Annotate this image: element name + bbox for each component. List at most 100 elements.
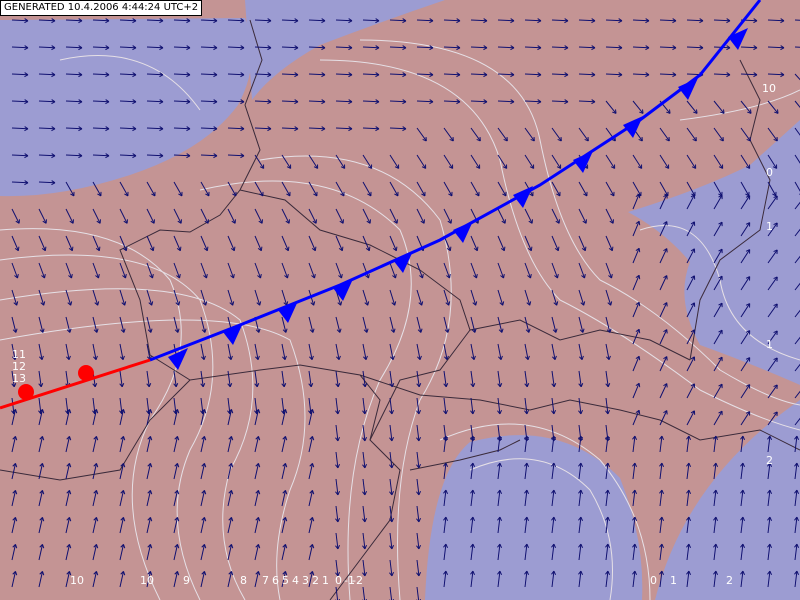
arrow-shaft — [65, 490, 70, 507]
arrow-head — [121, 301, 127, 306]
arrow-head — [120, 463, 126, 468]
arrow-head — [745, 357, 751, 362]
wind-arrow — [200, 343, 206, 361]
arrow-head — [510, 45, 515, 51]
arrow-head — [582, 219, 587, 224]
wind-arrow — [497, 462, 503, 480]
arrow-head — [201, 517, 207, 522]
arrow-head — [418, 301, 424, 306]
wind-arrow — [578, 489, 584, 507]
arrow-shaft — [308, 343, 313, 360]
wind-arrow — [281, 208, 290, 224]
wind-arrow — [443, 343, 449, 361]
arrow-shaft — [200, 46, 218, 49]
wind-arrow — [281, 235, 290, 252]
arrow-head — [690, 275, 696, 280]
arrow-head — [446, 273, 451, 279]
arrow-head — [40, 301, 46, 306]
contour-label: 1 — [766, 220, 773, 233]
wind-arrow — [713, 410, 723, 426]
arrow-head — [502, 191, 507, 197]
arrow-head — [15, 219, 20, 224]
arrow-shaft — [713, 329, 723, 345]
wind-arrow — [605, 462, 611, 480]
arrow-shaft — [362, 127, 380, 130]
arrow-head — [663, 221, 668, 226]
arrow-shaft — [335, 100, 353, 103]
wind-arrow — [362, 532, 368, 550]
wind-arrow — [443, 489, 449, 507]
arrow-head — [201, 571, 207, 576]
contour-label: 13 — [12, 372, 26, 385]
arrow-head — [348, 18, 353, 24]
arrow-shaft — [713, 127, 724, 142]
arrow-shaft — [254, 436, 259, 453]
arrow-head — [173, 382, 179, 388]
arrow-shaft — [335, 46, 353, 49]
arrow-head — [444, 328, 450, 333]
arrow-head — [525, 328, 531, 333]
arrow-head — [578, 462, 584, 467]
arrow-shaft — [173, 181, 183, 197]
wind-arrow — [38, 343, 44, 361]
arrow-shaft — [497, 571, 501, 588]
arrow-head — [93, 328, 99, 333]
wind-arrow — [173, 45, 191, 51]
arrow-head — [51, 153, 56, 159]
front-symbol — [513, 186, 533, 208]
arrow-head — [24, 180, 29, 186]
wind-arrow — [38, 316, 45, 333]
wind-arrow — [254, 18, 272, 24]
arrow-shaft — [200, 343, 205, 360]
arrow-shaft — [551, 262, 559, 279]
arrow-head — [267, 126, 272, 132]
wind-arrow — [38, 544, 45, 561]
arrow-shaft — [308, 154, 319, 169]
arrow-shaft — [740, 544, 744, 561]
arrow-shaft — [497, 370, 501, 387]
arrow-head — [551, 382, 557, 388]
arrow-head — [105, 72, 110, 78]
arrow-head — [201, 328, 207, 333]
wind-arrow — [362, 18, 380, 24]
arrow-head — [24, 72, 29, 78]
wind-arrow — [389, 154, 400, 169]
wind-arrow — [254, 544, 261, 561]
wind-arrow — [632, 409, 641, 426]
wind-arrow — [92, 436, 99, 453]
wind-arrow — [632, 154, 643, 169]
arrow-shaft — [200, 517, 205, 534]
wind-arrow — [740, 570, 746, 588]
wind-arrow — [389, 99, 407, 105]
arrow-head — [362, 410, 368, 415]
arrow-head — [176, 246, 182, 252]
border — [369, 329, 471, 441]
arrow-shaft — [443, 571, 447, 588]
arrow-shaft — [524, 127, 535, 142]
arrow-shaft — [470, 262, 478, 279]
arrow-head — [93, 463, 99, 468]
arrow-head — [718, 383, 723, 389]
arrow-head — [664, 164, 670, 169]
arrow-head — [389, 437, 395, 442]
arrow-shaft — [605, 571, 609, 588]
wind-arrow — [659, 221, 668, 237]
wind-arrow — [281, 316, 288, 333]
arrow-head — [186, 18, 191, 24]
wind-arrow — [686, 543, 692, 561]
wind-arrow — [11, 517, 18, 534]
arrow-head — [581, 273, 586, 279]
arrow-head — [159, 126, 164, 132]
arrow-shaft — [200, 370, 204, 387]
arrow-head — [637, 164, 643, 169]
wind-arrow — [659, 45, 677, 51]
arrow-head — [471, 328, 477, 333]
arrow-shaft — [470, 154, 481, 169]
arrow-head — [699, 18, 704, 24]
arrow-shaft — [497, 544, 501, 561]
wind-arrow — [308, 18, 326, 24]
wind-arrow — [173, 436, 180, 453]
arrow-shaft — [308, 571, 313, 588]
arrow-shaft — [92, 154, 110, 157]
